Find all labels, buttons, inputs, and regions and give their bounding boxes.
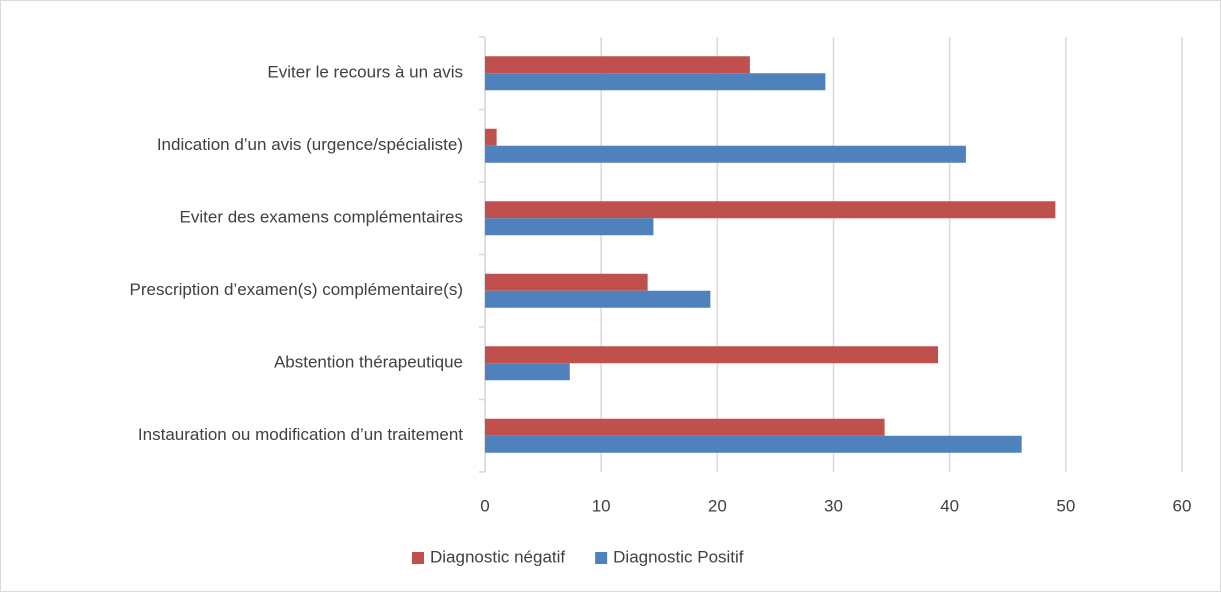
- x-tick-label: 30: [824, 496, 843, 515]
- x-tick-label: 60: [1173, 496, 1192, 515]
- bar: [485, 128, 497, 146]
- bar: [485, 346, 939, 364]
- x-tick-label: 10: [592, 496, 611, 515]
- y-tick-label: Indication d’un avis (urgence/spécialist…: [157, 135, 463, 154]
- x-tick-label: 20: [708, 496, 727, 515]
- bar: [485, 435, 1022, 453]
- bar: [485, 145, 966, 163]
- legend-label: Diagnostic négatif: [430, 547, 565, 566]
- y-tick-label: Prescription d’examen(s) complémentaire(…: [129, 280, 463, 299]
- x-tick-label: 40: [940, 496, 959, 515]
- bar: [485, 56, 750, 74]
- legend-label: Diagnostic Positif: [613, 547, 744, 566]
- bar: [485, 290, 711, 308]
- x-tick-label: 50: [1056, 496, 1075, 515]
- legend-swatch: [412, 552, 424, 564]
- bar: [485, 273, 648, 291]
- x-tick-label: 0: [480, 496, 489, 515]
- y-tick-label: Eviter le recours à un avis: [267, 63, 463, 82]
- bar: [485, 363, 570, 381]
- bar: [485, 218, 654, 236]
- legend-swatch: [595, 552, 608, 564]
- bar: [485, 418, 885, 436]
- y-tick-label: Abstention thérapeutique: [274, 353, 463, 372]
- y-tick-label: Instauration ou modification d’un traite…: [138, 425, 463, 444]
- y-tick-label: Eviter des examens complémentaires: [180, 208, 463, 227]
- bar: [485, 73, 826, 91]
- bar: [485, 201, 1056, 219]
